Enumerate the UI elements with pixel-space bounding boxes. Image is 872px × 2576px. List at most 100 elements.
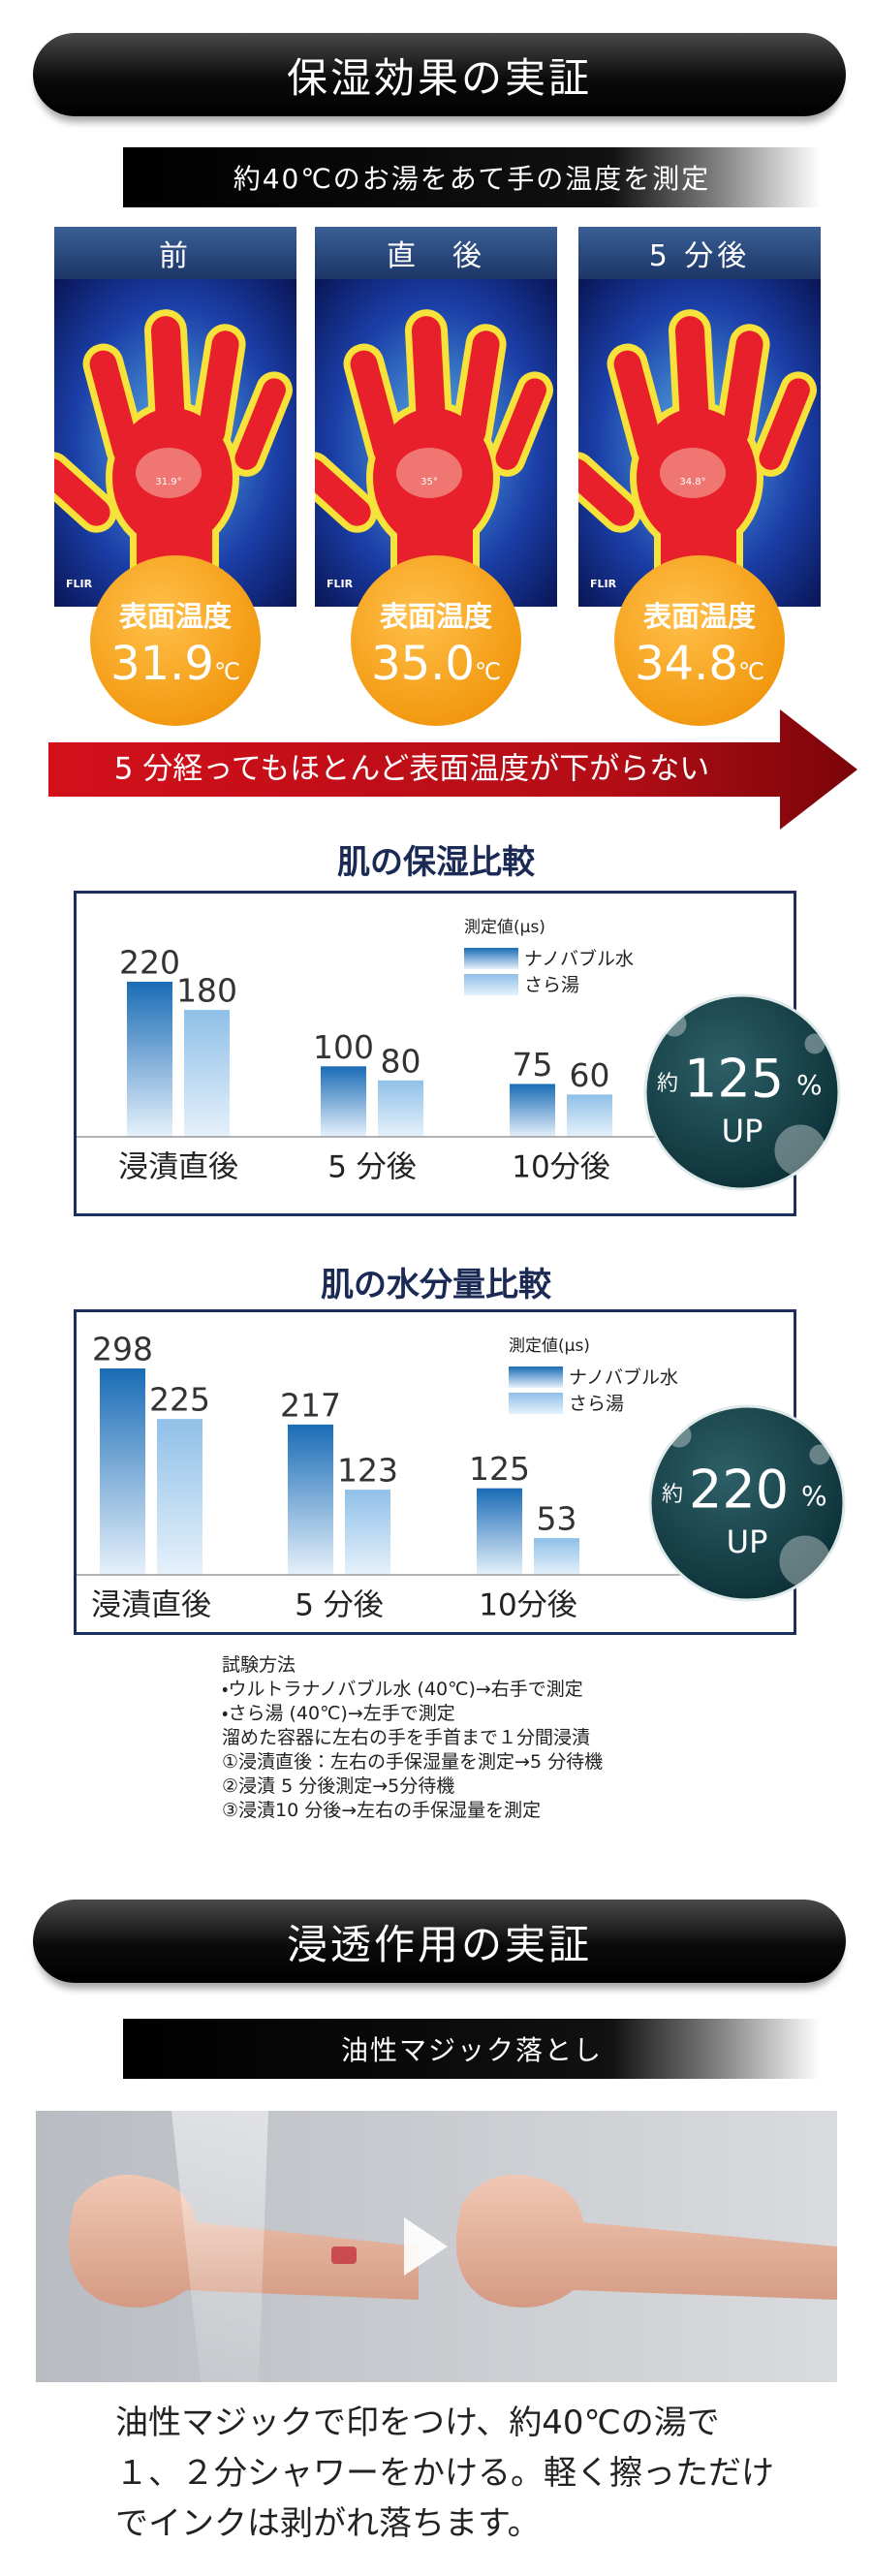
chart-box: 浸漬直後 220 180 5 分後 100 80 10分後 75 60 測定値(μs) ナノバブル水… bbox=[74, 891, 796, 1216]
finger bbox=[674, 316, 710, 443]
value-label: 217 bbox=[280, 1386, 341, 1424]
chart-title: 肌の水分量比較 bbox=[321, 1266, 551, 1304]
bar bbox=[567, 1094, 612, 1137]
value-label: 100 bbox=[313, 1028, 374, 1066]
finger bbox=[89, 350, 140, 464]
bar bbox=[157, 1419, 202, 1575]
temp-circle: 表面温度 31.9℃ bbox=[90, 555, 261, 726]
method: 試験方法 ・ウルトラナノバブル水 (40℃)→右手で測定 ・さら湯 (40℃)→左… bbox=[222, 1653, 603, 1823]
legend-label: ナノバブル水 bbox=[569, 1367, 678, 1389]
method-line: ①浸漬直後：左右の手保湿量を測定→5 分待機 bbox=[222, 1751, 604, 1773]
badge-suffix: UP bbox=[722, 1113, 763, 1149]
temp-unit: ℃ bbox=[737, 658, 764, 685]
finger bbox=[315, 458, 371, 526]
finger bbox=[578, 458, 635, 526]
legend-label: さら湯 bbox=[524, 975, 579, 996]
badge-circle bbox=[643, 993, 841, 1191]
section-banner: 保湿効果の実証 bbox=[33, 33, 846, 116]
temperature: 35.0℃ bbox=[351, 635, 521, 701]
temp-unit: ℃ bbox=[213, 658, 240, 685]
badge-suffix: UP bbox=[727, 1524, 768, 1560]
spot-label: 34.8° bbox=[679, 477, 705, 487]
bubble bbox=[804, 1033, 825, 1054]
legend-label: さら湯 bbox=[569, 1394, 624, 1415]
badge-value: 220 bbox=[689, 1460, 789, 1521]
bar bbox=[477, 1488, 522, 1575]
badge-prefix: 約 bbox=[657, 1072, 678, 1096]
category-label: 5 分後 bbox=[327, 1150, 417, 1185]
flir-logo: FLIR bbox=[327, 578, 354, 590]
finger bbox=[458, 330, 500, 447]
badge-unit: % bbox=[796, 1069, 823, 1101]
legend-title: 測定値(μs) bbox=[464, 918, 545, 937]
temp-value: 34.8 bbox=[635, 637, 738, 691]
bar bbox=[534, 1538, 579, 1575]
chart-box: 浸漬直後 298 225 5 分後 217 123 10分後 125 53 測定値(μs) ナノバブ… bbox=[74, 1309, 796, 1635]
finger bbox=[411, 316, 447, 443]
value-label: 220 bbox=[119, 944, 180, 982]
method-line: ・さら湯 (40℃)→左手で測定 bbox=[222, 1703, 455, 1724]
value-label: 75 bbox=[513, 1046, 553, 1084]
badge-prefix: 約 bbox=[662, 1483, 683, 1507]
temp-circle: 表面温度 35.0℃ bbox=[351, 555, 521, 726]
bar bbox=[321, 1066, 366, 1137]
value-label: 180 bbox=[176, 972, 237, 1010]
bar bbox=[100, 1368, 145, 1575]
badge: 約 220 % UP bbox=[648, 1404, 846, 1602]
badge-circle bbox=[648, 1404, 846, 1602]
method-line: ・ウルトラナノバブル水 (40℃)→右手で測定 bbox=[222, 1679, 583, 1700]
category-label: 5 分後 bbox=[295, 1588, 384, 1623]
caption-line: １、２分シャワーをかける。軽く擦っただけ bbox=[115, 2454, 774, 2493]
finger bbox=[495, 378, 546, 470]
finger bbox=[150, 316, 186, 443]
arm-right bbox=[455, 2174, 837, 2308]
finger bbox=[613, 350, 665, 464]
legend-swatch bbox=[464, 974, 518, 995]
thermal-image: 34.8° FLIR bbox=[578, 279, 821, 607]
arrow-shape bbox=[48, 709, 857, 830]
thermal-header: 前 bbox=[54, 227, 296, 279]
temperature: 31.9℃ bbox=[90, 635, 261, 701]
bubble bbox=[809, 1444, 830, 1465]
category-label: 10分後 bbox=[479, 1588, 576, 1623]
surface-label: 表面温度 bbox=[642, 600, 756, 633]
bubble bbox=[667, 1423, 692, 1448]
thermal-header: 5 分後 bbox=[578, 227, 821, 279]
surface-label: 表面温度 bbox=[118, 600, 232, 633]
legend-swatch bbox=[509, 1393, 563, 1414]
surface-label: 表面温度 bbox=[379, 600, 492, 633]
hot bbox=[396, 448, 462, 498]
bar bbox=[510, 1084, 555, 1137]
method-line: ②浸漬 5 分後測定→5分待機 bbox=[222, 1775, 455, 1797]
arrow-text: 5 分経ってもほとんど表面温度が下がらない bbox=[114, 752, 710, 787]
category-label: 浸漬直後 bbox=[91, 1588, 211, 1623]
photo bbox=[36, 2111, 837, 2382]
value-label: 53 bbox=[537, 1500, 577, 1538]
finger bbox=[350, 350, 401, 464]
value-label: 225 bbox=[149, 1381, 210, 1419]
method-title: 試験方法 bbox=[222, 1654, 296, 1676]
finger bbox=[234, 378, 286, 470]
temp-value: 35.0 bbox=[371, 637, 475, 691]
category-label: 10分後 bbox=[512, 1150, 609, 1185]
chart-title: 肌の保湿比較 bbox=[337, 843, 535, 882]
bubble bbox=[779, 1535, 831, 1587]
category-label: 浸漬直後 bbox=[118, 1150, 238, 1185]
badge-unit: % bbox=[801, 1480, 827, 1512]
legend-title: 測定値(μs) bbox=[509, 1336, 590, 1356]
finger bbox=[759, 378, 810, 470]
finger bbox=[722, 330, 763, 447]
finger bbox=[198, 330, 239, 447]
thermal-image: 31.9° FLIR bbox=[54, 279, 296, 607]
bar bbox=[288, 1424, 333, 1575]
thermal-row: 前 31.9° FLIR 表面温度 31.9℃ 直 後 35° FLIR 表面温度 35.0℃ 5 … bbox=[0, 0, 872, 737]
caption: 油性マジックで印をつけ、約40℃の湯で １、２分シャワーをかける。軽く擦っただけで… bbox=[115, 2398, 774, 2549]
bar bbox=[184, 1010, 230, 1137]
bar bbox=[345, 1490, 390, 1575]
value-label: 80 bbox=[381, 1042, 421, 1080]
bubble bbox=[662, 1012, 687, 1037]
flir-logo: FLIR bbox=[590, 578, 617, 590]
caption-line: でインクは剥がれ落ちます。 bbox=[115, 2504, 541, 2543]
value-label: 60 bbox=[570, 1056, 610, 1094]
